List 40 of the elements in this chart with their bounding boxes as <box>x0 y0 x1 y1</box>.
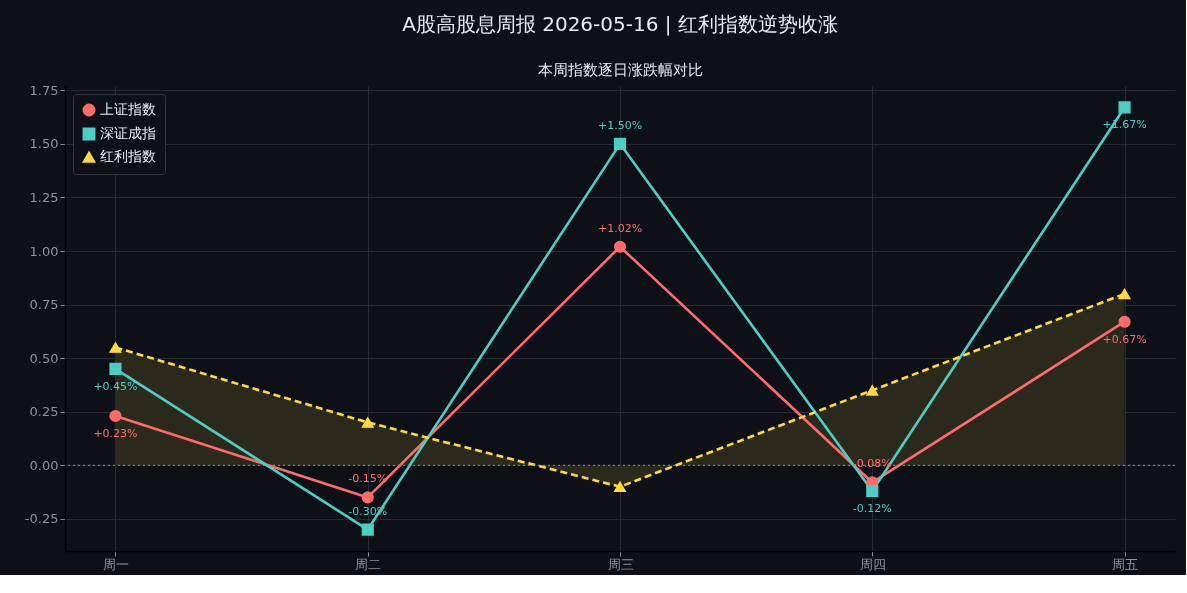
data-label: +1.50% <box>597 118 643 132</box>
data-label: +1.02% <box>597 221 643 235</box>
legend-label: 上证指数 <box>100 101 156 117</box>
y-tick-label: 0.50 <box>29 350 59 366</box>
point <box>361 417 374 428</box>
y-tick-label: 0.75 <box>29 297 59 313</box>
point <box>109 362 122 375</box>
data-label: -0.15% <box>348 472 388 486</box>
point <box>866 384 879 396</box>
point <box>109 409 122 423</box>
y-tick-label: 0.25 <box>29 404 59 420</box>
point <box>1118 101 1131 114</box>
x-tick-label: 周五 <box>1112 556 1139 572</box>
x-tick-label: 周一 <box>102 556 129 572</box>
y-tick-label: 1.75 <box>29 82 59 98</box>
x-tick-label: 周四 <box>859 556 886 572</box>
y-tick-label: 1.00 <box>29 243 59 259</box>
point <box>361 523 374 536</box>
data-label: +0.67% <box>1102 332 1147 346</box>
y-tick-label: 1.50 <box>29 136 59 152</box>
data-label: +0.23% <box>93 427 138 440</box>
y-tick-label: 0.00 <box>29 457 59 473</box>
point <box>1118 315 1131 328</box>
point <box>613 137 627 150</box>
point <box>1118 288 1131 300</box>
chart-title: A股高股息周报 2026-05-16 | 红利指数逆势收涨 <box>402 12 838 37</box>
data-label: -0.12% <box>852 502 892 515</box>
legend-label: 红利指数 <box>100 148 156 164</box>
y-tick-label: 1.25 <box>29 189 59 205</box>
legend-label: 深证成指 <box>100 125 156 141</box>
point <box>613 481 627 493</box>
y-tick-label: -0.25 <box>24 511 59 527</box>
point <box>866 484 879 498</box>
point <box>613 240 627 253</box>
chart-subtitle: 本周指数逐日涨跌幅对比 <box>537 61 703 80</box>
point <box>109 342 122 353</box>
data-label: +0.45% <box>93 379 138 393</box>
x-tick-label: 周三 <box>607 556 634 572</box>
x-tick-label: 周二 <box>355 556 382 572</box>
point <box>361 491 374 504</box>
